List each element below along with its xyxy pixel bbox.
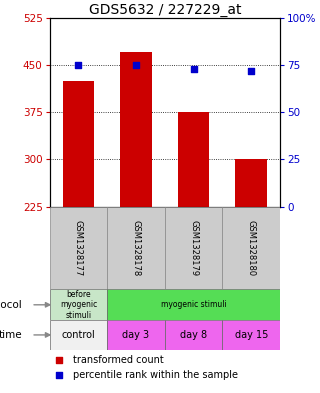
Text: day 3: day 3 xyxy=(123,330,149,340)
Text: time: time xyxy=(0,330,22,340)
Text: control: control xyxy=(61,330,95,340)
Text: myogenic stimuli: myogenic stimuli xyxy=(161,300,227,309)
Bar xyxy=(50,289,107,320)
Text: GSM1328179: GSM1328179 xyxy=(189,220,198,276)
Text: before
myogenic
stimuli: before myogenic stimuli xyxy=(60,290,97,320)
Bar xyxy=(107,207,165,289)
Bar xyxy=(50,320,107,350)
Bar xyxy=(107,320,165,350)
Bar xyxy=(178,112,210,207)
Bar xyxy=(50,207,107,289)
Bar xyxy=(165,207,222,289)
Bar xyxy=(165,320,222,350)
Bar xyxy=(222,207,280,289)
Title: GDS5632 / 227229_at: GDS5632 / 227229_at xyxy=(89,3,241,17)
Point xyxy=(56,356,61,363)
Bar xyxy=(236,160,267,207)
Bar xyxy=(107,289,280,320)
Text: protocol: protocol xyxy=(0,300,22,310)
Point xyxy=(249,68,254,74)
Point xyxy=(191,66,196,72)
Bar xyxy=(222,320,280,350)
Text: percentile rank within the sample: percentile rank within the sample xyxy=(73,370,238,380)
Bar xyxy=(120,52,152,207)
Text: GSM1328177: GSM1328177 xyxy=(74,220,83,276)
Text: day 8: day 8 xyxy=(180,330,207,340)
Text: GSM1328180: GSM1328180 xyxy=(247,220,256,276)
Point xyxy=(56,372,61,378)
Point xyxy=(133,62,139,68)
Point xyxy=(76,62,81,68)
Bar xyxy=(63,81,94,207)
Text: day 15: day 15 xyxy=(235,330,268,340)
Text: GSM1328178: GSM1328178 xyxy=(132,220,140,276)
Text: transformed count: transformed count xyxy=(73,354,164,365)
